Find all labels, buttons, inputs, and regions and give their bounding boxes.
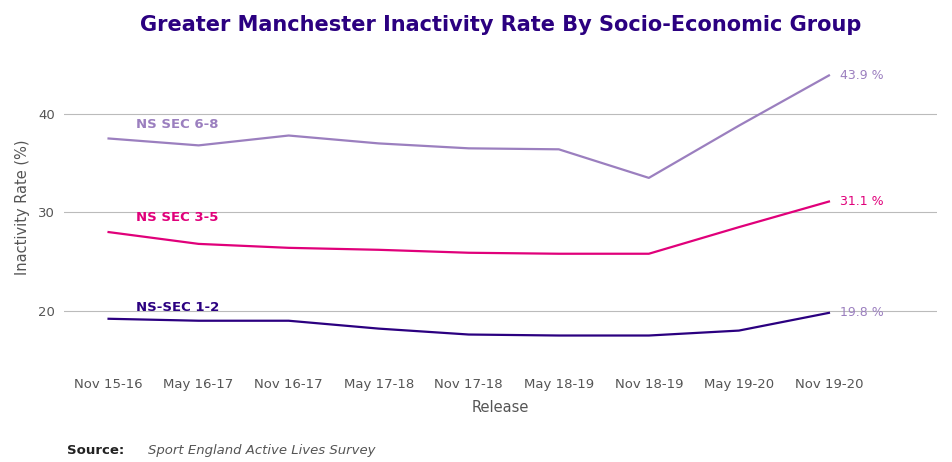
X-axis label: Release: Release: [471, 400, 529, 415]
Text: Sport England Active Lives Survey: Sport England Active Lives Survey: [148, 444, 375, 457]
Title: Greater Manchester Inactivity Rate By Socio-Economic Group: Greater Manchester Inactivity Rate By So…: [140, 15, 861, 35]
Text: 43.9 %: 43.9 %: [840, 69, 883, 82]
Text: 31.1 %: 31.1 %: [840, 195, 883, 208]
Text: NS SEC 3-5: NS SEC 3-5: [135, 211, 218, 224]
Y-axis label: Inactivity Rate (%): Inactivity Rate (%): [15, 140, 30, 275]
Text: 19.8 %: 19.8 %: [840, 306, 883, 319]
Text: Source:: Source:: [67, 444, 124, 457]
Text: NS SEC 6-8: NS SEC 6-8: [135, 118, 218, 131]
Text: NS-SEC 1-2: NS-SEC 1-2: [135, 301, 219, 314]
